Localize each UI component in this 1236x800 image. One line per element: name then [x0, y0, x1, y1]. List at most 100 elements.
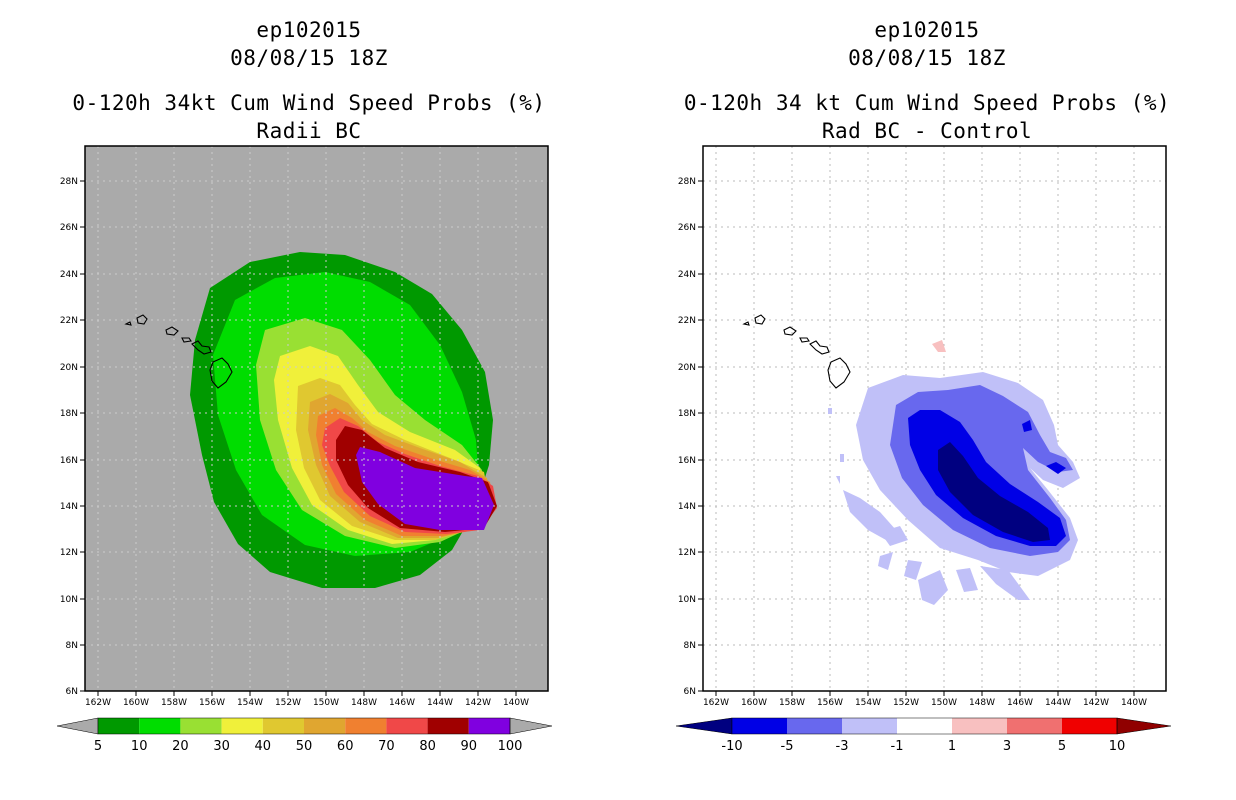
right-colorbar-bin	[787, 718, 842, 734]
left-lat-labels: 28N 26N 24N 22N 20N 18N 16N 14N 12N 10N …	[60, 177, 78, 697]
prob-90-region	[356, 447, 494, 530]
lat-label: 22N	[60, 316, 78, 326]
lon-label: 160W	[123, 698, 149, 708]
left-ticks	[80, 180, 517, 696]
lon-label: 152W	[275, 698, 301, 708]
left-colorbar-bin	[98, 718, 140, 734]
lon-label: 148W	[969, 698, 995, 708]
left-colorbar-bin	[139, 718, 181, 734]
left-title: 0-120h 34kt Cum Wind Speed Probs (%)	[72, 91, 546, 115]
colorbar-label: -5	[781, 739, 794, 754]
colorbar-label: 10	[1109, 739, 1126, 754]
lon-label: 146W	[1007, 698, 1033, 708]
lat-label: 16N	[60, 456, 78, 466]
left-map: 162W 160W 158W 156W 154W 152W 150W 148W …	[56, 145, 553, 754]
right-panel: ep102015 08/08/15 18Z 0-120h 34 kt Cum W…	[618, 0, 1236, 800]
lat-label: 14N	[60, 502, 78, 512]
diff-minus10-region	[938, 442, 1050, 542]
right-colorbar-high-end	[1116, 717, 1172, 735]
diff-minus5-small	[1046, 462, 1066, 474]
lon-label: 146W	[389, 698, 415, 708]
left-colorbar-labels: 5 10 20 30 40 50 60 70 80 90 100	[94, 739, 523, 754]
colorbar-label: 90	[461, 739, 478, 754]
lon-label: 140W	[503, 698, 529, 708]
right-colorbar-bin	[842, 718, 897, 734]
left-subtitle: Radii BC	[256, 119, 362, 143]
right-storm-id: ep102015	[874, 18, 980, 42]
colorbar-label: 70	[378, 739, 395, 754]
right-lon-labels: 162W 160W 158W 156W 154W 152W 150W 148W …	[703, 698, 1147, 708]
lat-label: 18N	[60, 409, 78, 419]
left-colorbar	[56, 717, 553, 735]
lat-label: 28N	[60, 177, 78, 187]
lat-label: 18N	[678, 409, 696, 419]
colorbar-label: 50	[296, 739, 313, 754]
right-colorbar-bin	[1062, 718, 1117, 734]
lon-label: 142W	[1083, 698, 1109, 708]
right-colorbar-bin	[1007, 718, 1062, 734]
lon-label: 140W	[1121, 698, 1147, 708]
lon-label: 156W	[199, 698, 225, 708]
colorbar-label: 10	[131, 739, 148, 754]
colorbar-label: 30	[213, 739, 230, 754]
lon-label: 156W	[817, 698, 843, 708]
diff-plus1-region	[932, 340, 946, 352]
lat-label: 8N	[66, 641, 78, 651]
lat-label: 26N	[60, 223, 78, 233]
right-colorbar-bin	[732, 718, 787, 734]
right-grid	[703, 146, 1166, 691]
right-ticks	[698, 180, 1135, 696]
lat-label: 20N	[60, 363, 78, 373]
lat-label: 8N	[684, 641, 696, 651]
colorbar-label: 5	[1058, 739, 1066, 754]
left-colorbar-bin	[468, 718, 510, 734]
diff-minus5-small	[1022, 420, 1032, 432]
lon-label: 160W	[741, 698, 767, 708]
colorbar-label: -3	[836, 739, 849, 754]
left-lon-labels: 162W 160W 158W 156W 154W 152W 150W 148W …	[85, 698, 529, 708]
left-colorbar-bin	[221, 718, 263, 734]
right-hawaii-islands	[742, 314, 851, 389]
right-colorbar-bin	[897, 718, 952, 734]
lon-label: 144W	[427, 698, 453, 708]
left-panel: ep102015 08/08/15 18Z 0-120h 34kt Cum Wi…	[72, 18, 546, 143]
lat-label: 26N	[678, 223, 696, 233]
lat-label: 10N	[678, 595, 696, 605]
colorbar-label: 40	[255, 739, 272, 754]
lon-label: 158W	[161, 698, 187, 708]
lat-label: 24N	[678, 270, 696, 280]
colorbar-label: 3	[1003, 739, 1011, 754]
lat-label: 12N	[678, 548, 696, 558]
lat-label: 16N	[678, 456, 696, 466]
lat-label: 24N	[60, 270, 78, 280]
left-colorbar-bin	[386, 718, 428, 734]
colorbar-label: 80	[419, 739, 436, 754]
lon-label: 158W	[779, 698, 805, 708]
right-datetime: 08/08/15 18Z	[848, 46, 1006, 70]
right-colorbar-low-end	[675, 717, 733, 735]
lon-label: 162W	[703, 698, 729, 708]
right-colorbar-labels: -10 -5 -3 -1 1 3 5 10	[721, 739, 1125, 754]
colorbar-label: 100	[498, 739, 523, 754]
lon-label: 148W	[351, 698, 377, 708]
lon-label: 150W	[931, 698, 957, 708]
left-colorbar-high-end	[509, 717, 553, 735]
right-map: 162W 160W 158W 156W 154W 152W 150W 148W …	[675, 145, 1172, 754]
colorbar-label: 1	[948, 739, 956, 754]
lat-label: 6N	[66, 687, 78, 697]
left-colorbar-bin	[180, 718, 222, 734]
left-colorbar-bin	[345, 718, 387, 734]
left-map-frame	[84, 145, 549, 692]
lat-label: 14N	[678, 502, 696, 512]
left-datetime: 08/08/15 18Z	[230, 46, 388, 70]
left-colorbar-bin	[427, 718, 469, 734]
right-colorbar-bin	[952, 718, 1007, 734]
lon-label: 154W	[855, 698, 881, 708]
lon-label: 142W	[465, 698, 491, 708]
right-map-frame	[702, 145, 1167, 692]
lat-label: 12N	[60, 548, 78, 558]
lat-label: 22N	[678, 316, 696, 326]
right-title: 0-120h 34 kt Cum Wind Speed Probs (%)	[683, 91, 1171, 115]
right-colorbar	[675, 717, 1172, 735]
left-colorbar-bin	[304, 718, 346, 734]
